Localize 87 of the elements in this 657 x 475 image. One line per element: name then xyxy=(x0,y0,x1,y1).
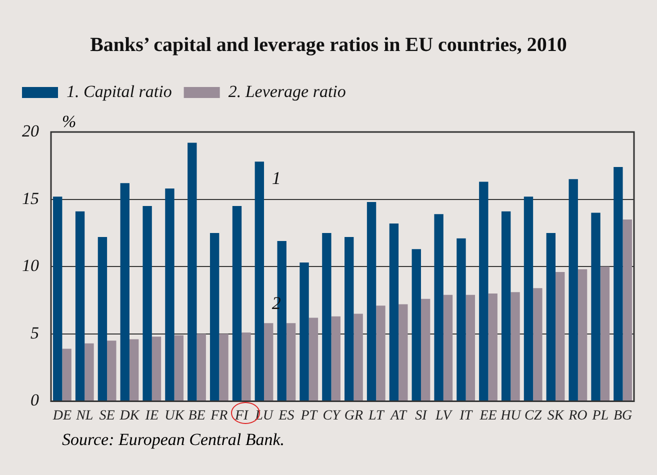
bar xyxy=(331,316,340,401)
bar xyxy=(254,162,264,401)
bar xyxy=(322,232,332,401)
bar xyxy=(174,335,184,401)
bar xyxy=(232,206,242,401)
x-tick-label: FR xyxy=(210,408,228,424)
y-tick-label: 5 xyxy=(30,323,39,342)
x-tick-label: BG xyxy=(613,408,632,424)
x-tick-label: RO xyxy=(568,408,588,424)
x-tick-label: FI xyxy=(234,408,250,424)
bar xyxy=(142,206,152,401)
bar xyxy=(210,232,220,401)
bar xyxy=(398,304,408,401)
x-tick-label: PT xyxy=(300,408,318,424)
bar xyxy=(366,202,376,401)
bar xyxy=(524,196,534,401)
source-note: Source: European Central Bank. xyxy=(62,430,285,450)
x-tick-label: SI xyxy=(415,408,428,424)
x-tick-label: ES xyxy=(278,408,294,424)
bar xyxy=(107,340,116,401)
bar xyxy=(286,323,296,401)
bar xyxy=(188,142,197,401)
bar xyxy=(219,334,228,401)
bar xyxy=(62,348,72,401)
bar xyxy=(264,323,274,401)
bar xyxy=(488,294,498,401)
y-tick-label: 0 xyxy=(30,390,40,410)
x-tick-label: LV xyxy=(434,408,453,424)
x-tick-label: SK xyxy=(547,408,564,424)
bar xyxy=(501,211,511,401)
bar xyxy=(152,336,162,401)
x-tick-label: PL xyxy=(591,408,609,424)
bar xyxy=(466,294,476,401)
bar xyxy=(344,236,354,401)
bar xyxy=(614,166,623,401)
x-tick-label: BE xyxy=(188,408,206,424)
x-tick-label: UK xyxy=(164,408,185,424)
bar xyxy=(420,298,430,401)
bar xyxy=(546,232,556,401)
bar xyxy=(434,214,444,401)
bar xyxy=(556,272,565,401)
legend-label: 1. Capital ratio xyxy=(66,82,172,101)
bar xyxy=(129,339,139,401)
y-tick-label: 10 xyxy=(22,256,40,276)
bar xyxy=(389,224,399,401)
bar xyxy=(75,211,85,401)
x-tick-label: EE xyxy=(478,408,498,424)
legend-label: 2. Leverage ratio xyxy=(228,82,346,101)
annotation: 1 xyxy=(272,168,281,188)
x-tick-label: IT xyxy=(458,408,474,424)
y-axis-title: % xyxy=(62,112,76,132)
x-tick-label: GR xyxy=(344,408,364,424)
x-tick-label: AT xyxy=(390,408,408,424)
bar xyxy=(300,262,309,401)
x-tick-label: IE xyxy=(144,408,159,424)
chart-title: Banks’ capital and leverage ratios in EU countries, 2010 xyxy=(89,34,568,57)
bar xyxy=(443,294,453,401)
x-tick-label: LT xyxy=(367,408,385,424)
bar xyxy=(510,292,520,401)
x-tick-label: DK xyxy=(118,408,140,424)
bar xyxy=(84,343,94,401)
x-tick-label: CZ xyxy=(524,408,542,424)
bar xyxy=(196,334,206,401)
bar xyxy=(98,236,108,401)
bar xyxy=(412,249,421,401)
x-tick-label: CY xyxy=(322,408,342,424)
bar xyxy=(308,318,318,401)
x-tick-label: NL xyxy=(75,408,94,424)
bar xyxy=(578,269,588,401)
bar xyxy=(53,196,62,401)
bar xyxy=(120,183,130,401)
bar xyxy=(622,219,632,401)
y-tick-label: 15 xyxy=(22,188,39,208)
bar xyxy=(591,212,600,401)
bar xyxy=(456,238,466,401)
bar xyxy=(533,288,542,401)
bar xyxy=(165,188,174,401)
y-tick-label: 20 xyxy=(22,121,40,140)
bar xyxy=(600,266,610,401)
x-tick-label: DE xyxy=(52,408,72,424)
bar xyxy=(354,314,363,401)
bar xyxy=(242,332,251,401)
bar xyxy=(479,182,488,401)
bar xyxy=(568,179,578,401)
x-tick-label: SE xyxy=(99,408,116,424)
bar xyxy=(376,306,386,401)
x-tick-label: HU xyxy=(500,408,522,424)
